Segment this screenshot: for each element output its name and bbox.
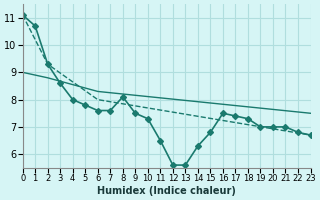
X-axis label: Humidex (Indice chaleur): Humidex (Indice chaleur) [97, 186, 236, 196]
